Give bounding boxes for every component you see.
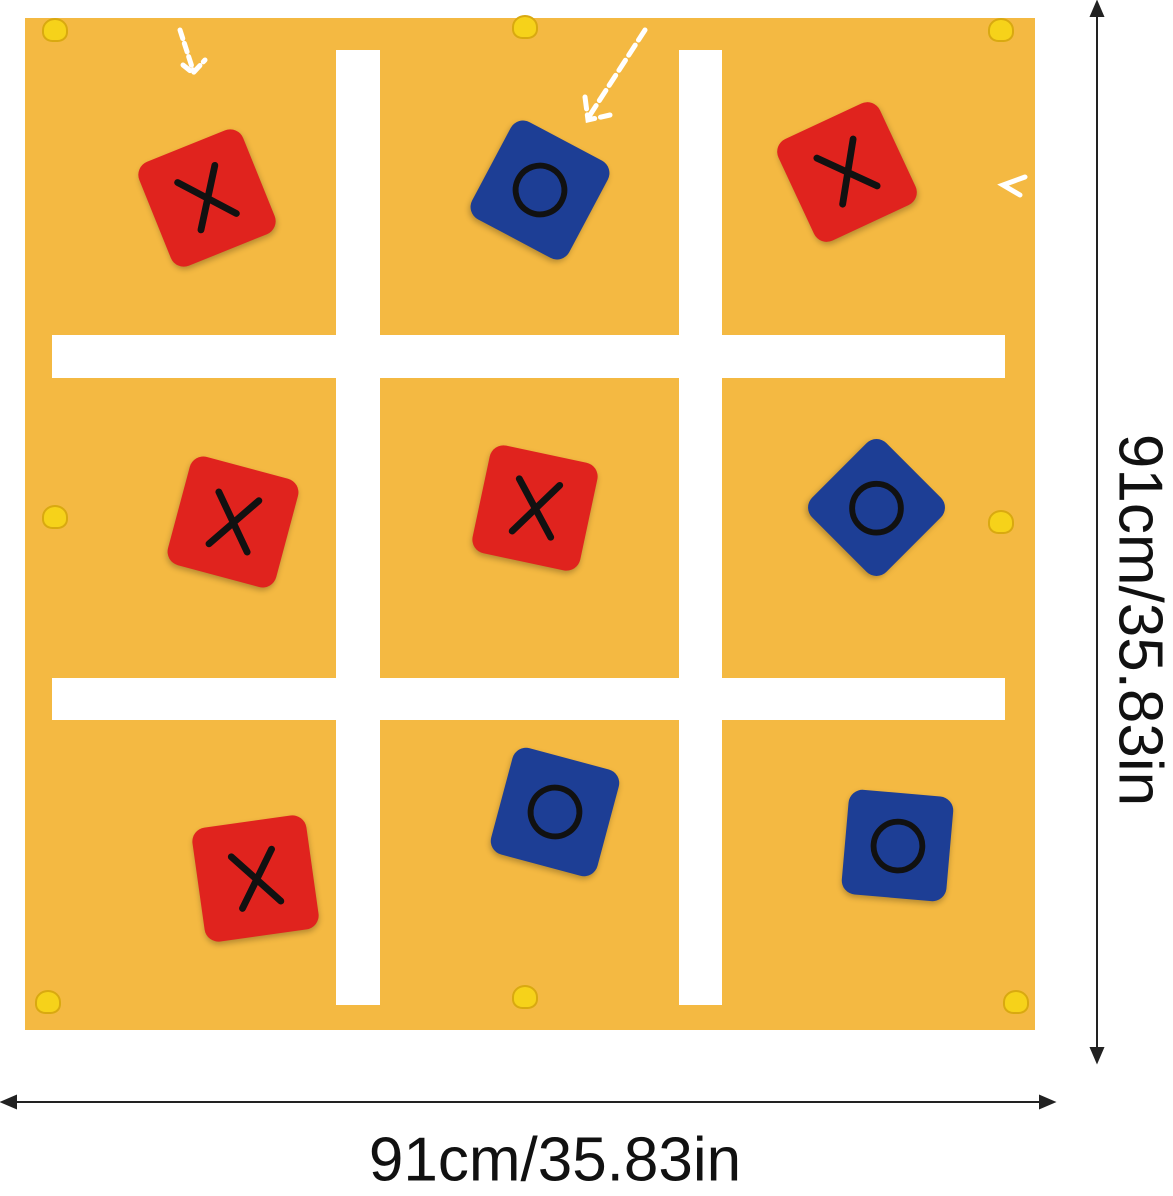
height-arrow [1091, 2, 1103, 1062]
height-dimension-label: 91cm/35.83in [1105, 434, 1173, 806]
width-arrow [2, 1096, 1054, 1108]
width-dimension-label: 91cm/35.83in [369, 1125, 741, 1196]
